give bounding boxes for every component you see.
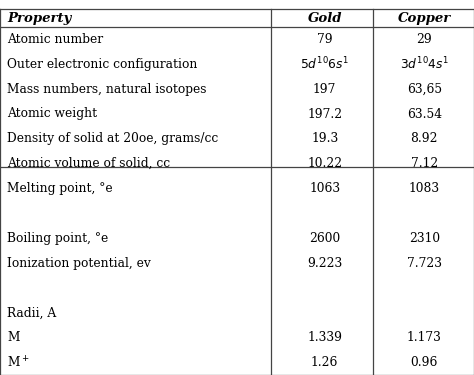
Text: Property: Property [7,12,72,25]
Text: Melting point, °e: Melting point, °e [7,182,113,195]
Text: 1083: 1083 [409,182,440,195]
Text: 2600: 2600 [309,232,340,245]
Text: 2310: 2310 [409,232,440,245]
Text: 63.54: 63.54 [407,108,442,120]
Text: Ionization potential, ev: Ionization potential, ev [7,256,151,270]
Text: Atomic volume of solid, cc: Atomic volume of solid, cc [7,157,170,170]
Text: Outer electronic configuration: Outer electronic configuration [7,58,198,71]
Text: 0.96: 0.96 [410,356,438,369]
Text: 197.2: 197.2 [307,108,342,120]
Text: M: M [7,331,19,344]
Text: Mass numbers, natural isotopes: Mass numbers, natural isotopes [7,82,207,96]
Text: 1063: 1063 [309,182,340,195]
Text: Density of solid at 20oe, grams/cc: Density of solid at 20oe, grams/cc [7,132,219,146]
Text: 9.223: 9.223 [307,256,342,270]
Text: 197: 197 [313,82,337,96]
Text: $5d^{10}6s^{1}$: $5d^{10}6s^{1}$ [300,56,349,73]
Text: 7.723: 7.723 [407,256,442,270]
Text: 1.26: 1.26 [311,356,338,369]
Text: Copper: Copper [398,12,451,25]
Text: Boiling point, °e: Boiling point, °e [7,232,109,245]
Text: 10.22: 10.22 [307,157,342,170]
Text: Gold: Gold [308,12,342,25]
Text: $3d^{10}4s^{1}$: $3d^{10}4s^{1}$ [400,56,449,73]
Text: 1.173: 1.173 [407,331,442,344]
Text: Atomic weight: Atomic weight [7,108,97,120]
Text: 8.92: 8.92 [410,132,438,146]
Text: 1.339: 1.339 [307,331,342,344]
Text: M$^+$: M$^+$ [7,355,30,370]
Text: 63,65: 63,65 [407,82,442,96]
Text: 79: 79 [317,33,332,46]
Text: Atomic number: Atomic number [7,33,103,46]
Text: Radii, A: Radii, A [7,306,56,320]
Text: 7.12: 7.12 [410,157,438,170]
Text: 19.3: 19.3 [311,132,338,146]
Text: 29: 29 [416,33,432,46]
